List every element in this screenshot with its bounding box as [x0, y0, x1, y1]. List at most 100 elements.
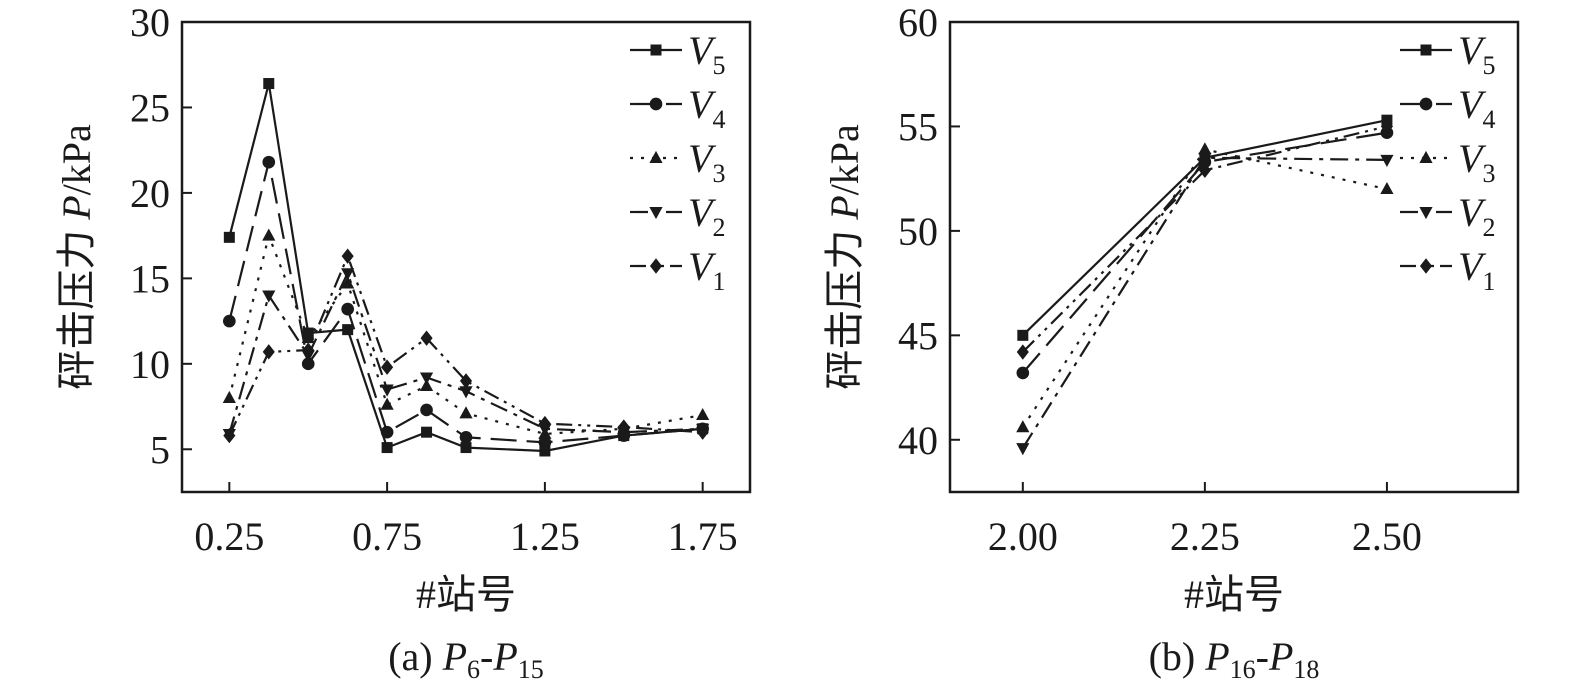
y-tick-label: 50	[898, 209, 938, 254]
x-tick-label: 2.00	[988, 514, 1058, 559]
data-point	[538, 436, 552, 449]
y-tick-label: 30	[130, 0, 170, 45]
legend-marker	[649, 258, 663, 274]
data-point	[223, 314, 236, 328]
series-line	[1021, 131, 1388, 374]
data-point	[262, 344, 275, 360]
legend-marker	[1419, 207, 1433, 220]
panel-caption: (a) P6-P15	[388, 634, 544, 684]
y-tick-label: 45	[898, 313, 938, 358]
legend-label: V5	[1458, 28, 1495, 80]
data-point	[341, 248, 354, 264]
x-tick-label: 2.25	[1170, 514, 1240, 559]
data-point	[380, 397, 394, 410]
data-point	[459, 386, 473, 399]
series-line	[228, 253, 703, 437]
y-tick-label: 10	[130, 342, 170, 387]
panel-caption: (b) P16-P18	[1149, 634, 1320, 684]
data-point	[262, 155, 276, 169]
data-point	[1380, 181, 1394, 195]
x-tick-label: 0.25	[194, 514, 264, 559]
legend-marker	[650, 44, 662, 56]
series-line	[1021, 156, 1387, 449]
legend-marker	[1419, 150, 1433, 163]
data-point	[420, 403, 433, 417]
legend-label: V4	[1458, 82, 1495, 134]
series-line	[1021, 148, 1388, 428]
data-point	[1016, 420, 1030, 433]
data-point	[460, 442, 472, 454]
data-point	[539, 445, 551, 457]
data-point	[381, 442, 393, 454]
legend-marker	[649, 97, 663, 111]
data-point	[1016, 344, 1029, 360]
data-point	[262, 290, 276, 303]
legend-label: V3	[1458, 136, 1495, 188]
data-point	[341, 302, 354, 316]
data-point	[696, 424, 709, 440]
data-point	[419, 378, 434, 391]
data-point	[1198, 142, 1212, 155]
series-V3	[1016, 142, 1394, 433]
x-tick-label: 1.75	[668, 514, 738, 559]
legend-marker	[1419, 258, 1433, 274]
y-tick-label: 40	[898, 418, 938, 463]
y-axis-label: 砰击压力 P/kPa	[822, 124, 867, 390]
x-axis-label: #站号	[416, 572, 516, 617]
series-V1	[1016, 118, 1393, 360]
data-point	[1198, 152, 1212, 165]
data-point	[302, 342, 315, 358]
data-point	[222, 390, 236, 403]
series-V2	[1016, 152, 1394, 456]
series-line	[228, 161, 703, 444]
y-tick-label: 60	[898, 0, 938, 45]
legend-label: V5	[688, 28, 725, 80]
data-point	[341, 268, 355, 281]
legend-marker	[649, 207, 663, 220]
data-point	[1017, 329, 1029, 341]
data-point	[1380, 154, 1394, 168]
series-V5	[223, 78, 709, 457]
series-V1	[223, 248, 709, 444]
legend-label: V2	[688, 190, 725, 242]
series-V4	[223, 155, 709, 449]
y-tick-label: 25	[130, 85, 170, 130]
y-tick-label: 55	[898, 104, 938, 149]
x-axis-label: #站号	[1184, 572, 1284, 617]
legend-marker	[1419, 97, 1433, 111]
data-point	[380, 425, 394, 439]
chart-panel-b: 40 45 50 55 60 2.00 2.25 2.50 #站号 砰击压力 P/kPa (b) P…	[822, 0, 1520, 684]
series-line	[228, 270, 703, 435]
x-tick-label: 1.25	[510, 514, 580, 559]
legend-label: V3	[688, 136, 725, 188]
legend-marker	[1420, 44, 1432, 56]
data-point	[459, 430, 473, 444]
legend-label: V4	[688, 82, 725, 134]
data-point	[1016, 443, 1030, 456]
data-point	[262, 228, 276, 241]
data-point	[419, 372, 434, 385]
legend-label: V1	[688, 244, 725, 296]
legend-label: V1	[1458, 244, 1495, 296]
data-point	[341, 276, 355, 289]
x-tick-label: 2.50	[1352, 514, 1422, 559]
data-point	[223, 231, 235, 243]
plot-frame	[948, 20, 1520, 494]
data-point	[380, 384, 394, 397]
data-point	[421, 426, 433, 438]
y-tick-label: 5	[150, 427, 170, 472]
data-point	[538, 415, 551, 432]
y-axis-label: 砰击压力 P/kPa	[54, 124, 99, 390]
chart-panel-a: 5 10 15 20 25 30 0.25 0.75 1.25 1.75 #站号 砰击压力 P/kPa…	[54, 0, 752, 684]
data-point	[459, 406, 473, 419]
data-point	[420, 330, 433, 346]
series-line	[1022, 125, 1388, 353]
y-tick-label: 20	[130, 171, 170, 216]
data-point	[1380, 118, 1393, 135]
data-point	[1016, 366, 1030, 380]
data-point	[1198, 162, 1211, 179]
